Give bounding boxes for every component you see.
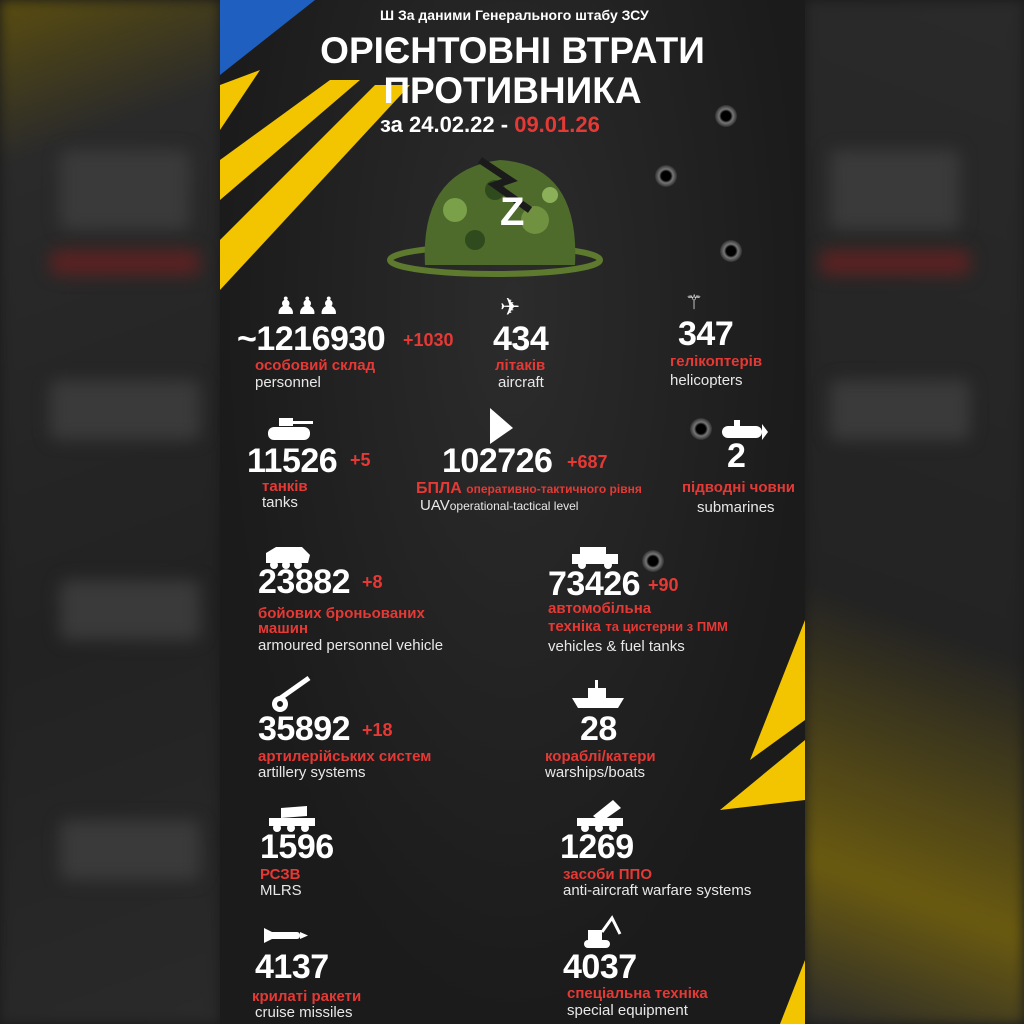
vehicles-label-ua3: та цистерни з ПММ	[605, 619, 728, 634]
helmet-illustration: Z	[387, 157, 603, 277]
warships-label-ua: кораблі/катери	[545, 748, 656, 765]
uav-delta: +687	[567, 452, 608, 472]
tanks-label-ua: танків	[262, 478, 308, 495]
special-equipment-label-en: special equipment	[567, 1002, 688, 1019]
blurred-shape	[60, 150, 190, 230]
bullet-hole-icon	[655, 165, 677, 187]
bullet-hole-icon	[690, 418, 712, 440]
uav-label-ua-main: БПЛА	[416, 480, 462, 497]
submarines-label-en: submarines	[697, 499, 775, 516]
cruise-missiles-count: 4137	[255, 948, 329, 986]
warship-icon	[572, 680, 624, 708]
artillery-icon	[272, 675, 311, 712]
artillery-label-en: artillery systems	[258, 764, 366, 781]
helicopters-label-ua: гелікоптерів	[670, 353, 763, 370]
infographic-panel: Ш За даними Генерального штабу ЗСУ ОРІЄН…	[220, 0, 805, 1024]
trident-icon: Ш	[380, 7, 398, 23]
special-equipment-label-ua: спеціальна техніка	[567, 985, 708, 1002]
air-defense-count: 1269	[560, 828, 634, 866]
blurred-shape	[50, 380, 200, 440]
apc-count: 23882	[258, 563, 351, 601]
period-start: за 24.02.22 -	[380, 112, 509, 137]
blurred-shape	[830, 380, 970, 440]
special-equipment-count: 4037	[563, 948, 637, 986]
artillery-delta: +18	[362, 720, 393, 740]
helicopters-count: 347	[678, 315, 734, 353]
truck-icon	[572, 547, 618, 569]
warships-label-en: warships/boats	[545, 764, 646, 781]
submarines-count: 2	[727, 437, 746, 475]
bullet-hole-icon	[642, 550, 664, 572]
cruise-missiles-label-ua: крилаті ракети	[252, 988, 362, 1005]
vehicles-label-ua2: техніка	[548, 618, 601, 635]
blurred-shape	[60, 820, 200, 880]
personnel-count: ~1216930	[237, 320, 386, 358]
air-defense-label-en: anti-aircraft warfare systems	[563, 882, 752, 899]
cruise-missile-icon	[264, 928, 308, 943]
apc-label-en: armoured personnel vehicle	[258, 637, 444, 654]
personnel-label-ua: особовий склад	[255, 357, 376, 374]
blurred-shape	[60, 580, 200, 640]
tank-icon	[268, 418, 313, 440]
vehicles-label-ua-line2: техніка та цистерни з ПММ	[548, 618, 728, 636]
vehicles-label-ua: автомобільна	[548, 600, 652, 617]
bullet-hole-icon	[715, 105, 737, 127]
period: за 24.02.22 - 09.01.26	[380, 112, 600, 138]
uav-label-ua-sub: оперативно-тактичного рівня	[466, 482, 642, 496]
svg-text:Z: Z	[500, 190, 524, 234]
tanks-label-en: tanks	[262, 494, 298, 511]
page-title-line1: ОРІЄНТОВНІ ВТРАТИ	[320, 30, 705, 71]
vehicles-label-en: vehicles & fuel tanks	[548, 638, 685, 655]
excavator-icon	[584, 915, 622, 948]
source-line: Ш За даними Генерального штабу ЗСУ	[380, 7, 649, 23]
submarine-icon	[722, 420, 768, 440]
submarines-label-ua: підводні човни	[682, 479, 796, 496]
drone-icon	[490, 408, 513, 444]
flag-stripes-decoration	[220, 0, 805, 1024]
tanks-count: 11526	[247, 442, 338, 480]
mlrs-label-ua: РСЗВ	[260, 866, 301, 883]
page-title-line2: ПРОТИВНИКА	[383, 70, 642, 111]
mlrs-count: 1596	[260, 828, 334, 866]
uav-label-en-sub: operational-tactical level	[449, 499, 579, 513]
source-text: За даними Генерального штабу ЗСУ	[397, 7, 649, 23]
aircraft-count: 434	[493, 320, 549, 358]
helicopters-label-en: helicopters	[670, 372, 743, 389]
apc-label-ua2: машин	[258, 620, 309, 637]
aircraft-label-ua: літаків	[495, 357, 546, 374]
apc-icon	[266, 547, 310, 569]
artillery-label-ua: артилерійських систем	[258, 748, 432, 765]
apc-label-ua: бойових броньованих	[258, 605, 425, 622]
artillery-count: 35892	[258, 710, 351, 748]
vehicles-delta: +90	[648, 575, 679, 595]
uav-label-en-main: UAV	[420, 497, 450, 514]
warships-count: 28	[580, 710, 617, 748]
apc-delta: +8	[362, 572, 383, 592]
personnel-delta: +1030	[403, 330, 454, 350]
period-end: 09.01.26	[514, 112, 600, 137]
aircraft-label-en: aircraft	[498, 374, 544, 391]
blurred-shape	[50, 250, 200, 275]
uav-count: 102726	[442, 442, 553, 480]
helicopter-icon: ⚚	[685, 292, 703, 314]
mlrs-icon	[269, 806, 315, 832]
blurred-shape	[820, 250, 970, 275]
soldiers-icon: ♟♟♟	[275, 293, 340, 320]
fighter-jet-icon: ✈	[500, 294, 521, 321]
uav-label-en: UAVoperational-tactical level	[420, 497, 578, 515]
personnel-label-en: personnel	[255, 374, 321, 391]
cruise-missiles-label-en: cruise missiles	[255, 1004, 353, 1021]
tanks-delta: +5	[350, 450, 371, 470]
air-defense-icon	[577, 800, 623, 832]
air-defense-label-ua: засоби ППО	[563, 866, 652, 883]
uav-label-ua: БПЛА оперативно-тактичного рівня	[416, 480, 642, 498]
mlrs-label-en: MLRS	[260, 882, 302, 899]
blurred-shape	[830, 150, 960, 230]
bullet-hole-icon	[720, 240, 742, 262]
vehicles-count: 73426	[548, 565, 641, 603]
